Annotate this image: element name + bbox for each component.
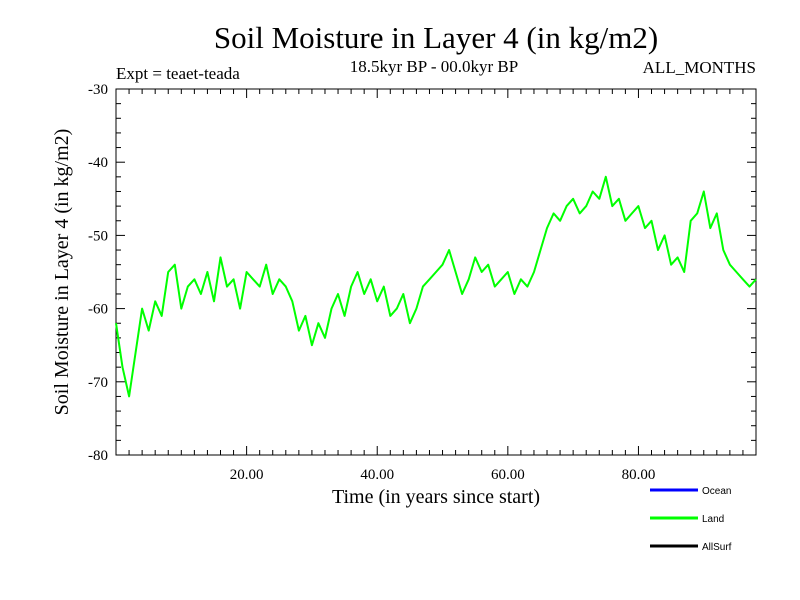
y-tick-label: -80: [88, 448, 108, 464]
experiment-label: Expt = teaet-teada: [116, 64, 240, 83]
season-label: ALL_MONTHS: [643, 58, 756, 77]
x-tick-label: 60.00: [491, 467, 525, 483]
y-axis-label: Soil Moisture in Layer 4 (in kg/m2): [51, 129, 73, 416]
x-tick-label: 20.00: [230, 467, 264, 483]
y-tick-label: -50: [88, 228, 108, 244]
legend-label-ocean: Ocean: [702, 486, 731, 497]
legend-label-land: Land: [702, 514, 724, 525]
plot-frame: [115, 88, 757, 456]
x-axis-label: Time (in years since start): [332, 486, 540, 508]
x-tick-label: 40.00: [360, 467, 394, 483]
x-tick-label: 80.00: [622, 467, 656, 483]
chart-title: Soil Moisture in Layer 4 (in kg/m2): [214, 20, 658, 55]
y-axis-ticks: -80 -70 -60 -50 -40 -30: [88, 82, 756, 464]
y-tick-label: -70: [88, 375, 108, 391]
y-tick-label: -40: [88, 155, 108, 171]
chart-subtitle: 18.5kyr BP - 00.0kyr BP: [350, 57, 518, 76]
y-tick-label: -30: [88, 82, 108, 98]
x-axis-ticks: 20.00 40.00 60.00 80.00: [128, 89, 744, 483]
legend-label-allsurf: AllSurf: [702, 542, 732, 553]
series-line-land: [115, 175, 757, 398]
legend: Ocean Land AllSurf: [650, 486, 732, 553]
y-tick-label: -60: [88, 302, 108, 318]
